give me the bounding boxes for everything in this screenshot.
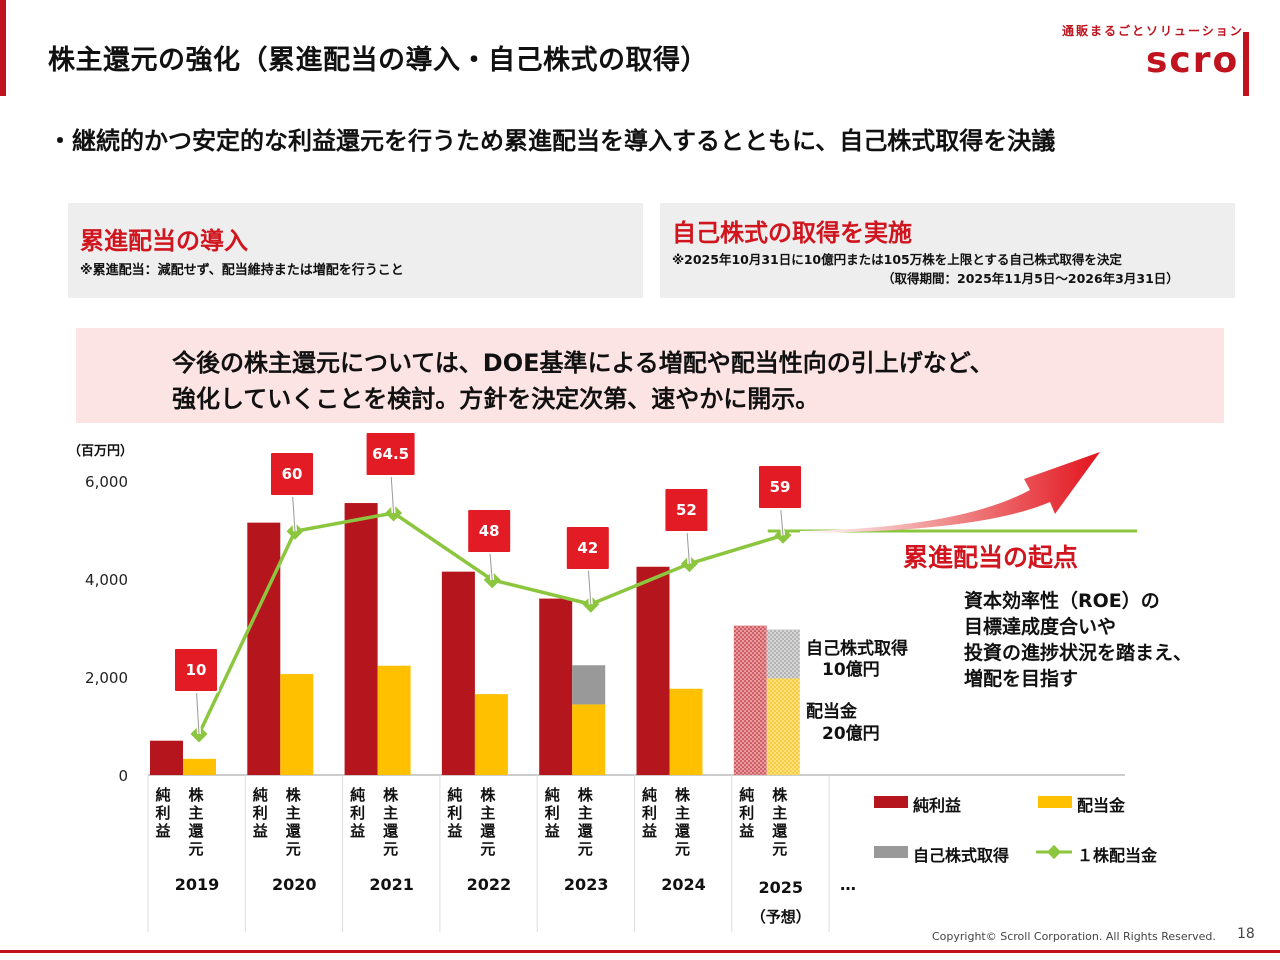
legend-buyback: 自己株式取得	[913, 846, 1010, 865]
roe-line: 目標達成度合いや	[964, 616, 1117, 638]
bar-net-income	[733, 625, 767, 775]
bar-label-net-income: 純利益	[253, 786, 268, 840]
buyback-note: ※2025年10月31日に10億円または105万株を上限とする自己株式取得を決定	[672, 252, 1122, 267]
policy-box	[76, 328, 1224, 423]
bar-dividend	[280, 674, 314, 775]
bar-label-shareholder-return: 株主還元	[675, 786, 691, 858]
bar-label-shareholder-return: 株主還元	[578, 786, 594, 858]
y-tick-label: 2,000	[85, 669, 128, 687]
brand-logo-bar	[1243, 32, 1249, 96]
x-category-label: 2024	[661, 875, 706, 894]
buyback-annotation-amount: 10億円	[822, 660, 880, 680]
copyright: Copyright© Scroll Corporation. All Right…	[932, 930, 1216, 943]
bar-net-income	[441, 571, 475, 775]
bar-dividend	[766, 678, 800, 775]
dps-callout-box	[269, 451, 315, 497]
dps-callout-box	[364, 431, 417, 477]
page-number: 18	[1237, 926, 1255, 942]
legend-dividend: 配当金	[1077, 796, 1126, 815]
progressive-dividend-note: ※累進配当：減配せず、配当維持または増配を行うこと	[80, 263, 404, 278]
x-category-label: 2019	[175, 875, 220, 894]
bar-label-net-income: 純利益	[155, 786, 170, 840]
x-continuation: …	[840, 875, 856, 894]
bar-label-net-income: 純利益	[447, 786, 462, 840]
legend-swatch-buyback	[874, 846, 908, 858]
bar-dividend	[377, 665, 411, 775]
dps-callout-box	[564, 525, 611, 571]
dps-callout-box	[757, 464, 803, 510]
dps-value-label: 48	[479, 522, 500, 540]
dps-callout-box	[173, 647, 219, 693]
bar-label-shareholder-return: 株主還元	[480, 786, 496, 858]
buyback-period: （取得期間：2025年11月5日～2026年3月31日）	[882, 271, 1179, 286]
bar-label-net-income: 純利益	[642, 786, 657, 840]
legend-net-income: 純利益	[913, 796, 962, 815]
dps-value-label: 64.5	[372, 445, 409, 463]
dividend-annotation-amount: 20億円	[822, 724, 880, 744]
bar-label-net-income: 純利益	[350, 786, 365, 840]
roe-line: 投資の進捗状況を踏まえ、	[964, 642, 1193, 664]
roe-note: 資本効率性（ROE）の 目標達成度合いや 投資の進捗状況を踏まえ、 増配を目指す	[964, 588, 1192, 692]
legend-swatch-net-income	[874, 796, 908, 808]
buyback-annotation-label: 自己株式取得	[806, 639, 908, 659]
progressive-dividend-title: 累進配当の導入	[80, 227, 248, 255]
growth-arrow	[800, 452, 1100, 533]
bar-dividend	[669, 688, 703, 775]
dps-callout-box	[663, 487, 710, 533]
y-tick-label: 4,000	[85, 571, 128, 589]
dps-value-label: 42	[577, 539, 598, 557]
dps-value-label: 52	[676, 501, 697, 519]
bottom-rule	[0, 950, 1280, 953]
page-title: 株主還元の強化（累進配当の導入・自己株式の取得）	[48, 45, 708, 76]
brand-logo: scro	[1146, 40, 1240, 81]
bar-net-income	[150, 740, 183, 775]
bar-net-income	[539, 598, 573, 775]
summary-bullet: ・継続的かつ安定的な利益還元を行うため累進配当を導入するとともに、自己株式取得を…	[48, 127, 1056, 155]
dps-value-label: 10	[186, 661, 207, 679]
y-tick-label: 6,000	[85, 473, 128, 491]
bar-net-income	[636, 566, 670, 775]
legend-swatch-dps-marker	[1046, 844, 1062, 860]
x-category-label: 2023	[564, 875, 609, 894]
bar-net-income	[247, 522, 281, 775]
dps-value-label: 60	[282, 465, 303, 483]
x-category-label: 2022	[467, 875, 512, 894]
y-axis-unit: （百万円）	[68, 443, 133, 459]
brand-tagline: 通販まるごとソリューション	[1062, 24, 1244, 38]
buyback-box: 自己株式の取得を実施 ※2025年10月31日に10億円または105万株を上限と…	[660, 203, 1235, 298]
x-category-label: 2020	[272, 875, 317, 894]
bar-label-shareholder-return: 株主還元	[188, 786, 204, 858]
x-category-note: （予想）	[751, 908, 811, 926]
dps-callout-box	[466, 508, 513, 554]
dividend-annotation-label: 配当金	[806, 702, 857, 722]
bar-label-shareholder-return: 株主還元	[383, 786, 399, 858]
policy-line-1: 今後の株主還元については、DOE基準による増配や配当性向の引上げなど、	[172, 349, 994, 377]
legend-dps: １株配当金	[1077, 846, 1158, 865]
roe-line: 資本効率性（ROE）の	[964, 590, 1160, 612]
cumulative-start-label: 累進配当の起点	[903, 543, 1079, 572]
roe-line: 増配を目指す	[964, 668, 1079, 690]
policy-line-2: 強化していくことを検討。方針を決定次第、速やかに開示。	[172, 385, 820, 413]
bar-label-shareholder-return: 株主還元	[772, 786, 788, 858]
y-tick-label: 0	[118, 767, 128, 785]
legend-swatch-dividend	[1038, 796, 1072, 808]
progressive-dividend-box: 累進配当の導入 ※累進配当：減配せず、配当維持または増配を行うこと	[68, 203, 643, 298]
bar-buyback	[766, 629, 800, 679]
x-category-label: 2021	[369, 875, 414, 894]
bar-label-net-income: 純利益	[739, 786, 754, 840]
left-accent-bar	[0, 0, 6, 96]
bar-dividend	[572, 704, 606, 775]
bar-label-shareholder-return: 株主還元	[286, 786, 302, 858]
bar-dividend	[474, 694, 508, 775]
dps-value-label: 59	[770, 478, 791, 496]
bar-net-income	[344, 503, 378, 775]
x-category-label: 2025	[759, 878, 804, 897]
bar-label-net-income: 純利益	[545, 786, 560, 840]
buyback-title: 自己株式の取得を実施	[672, 219, 912, 247]
bar-buyback	[572, 665, 606, 705]
bar-dividend	[183, 758, 216, 775]
